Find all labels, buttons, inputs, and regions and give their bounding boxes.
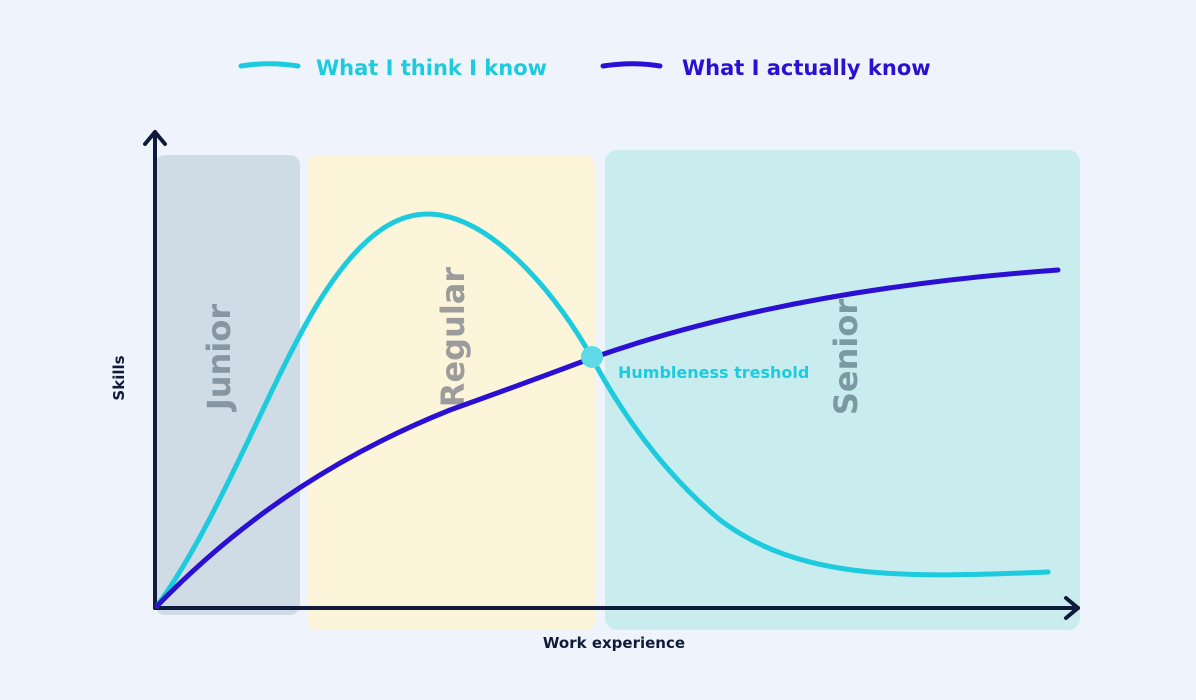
legend-label: What I think I know — [316, 56, 547, 80]
legend-swatch — [600, 61, 663, 69]
junior-zone — [155, 155, 300, 615]
annotation: Humbleness treshold — [618, 363, 809, 382]
think-curve — [154, 211, 1051, 609]
legend-swatch — [238, 61, 301, 69]
zone-label: Senior — [827, 299, 865, 415]
y-axis-label: Skills — [110, 355, 128, 400]
threshold-point — [581, 346, 603, 368]
y-axis-arrow — [143, 130, 167, 146]
senior-zone — [605, 150, 1080, 630]
x-axis-arrow — [1064, 596, 1080, 620]
zone-label: Junior — [200, 304, 238, 412]
regular-zone — [307, 155, 595, 630]
zone-label: Regular — [434, 267, 472, 408]
legend-label: What I actually know — [682, 56, 931, 80]
x-axis-label: Work experience — [543, 634, 685, 652]
actual-curve — [154, 267, 1061, 609]
